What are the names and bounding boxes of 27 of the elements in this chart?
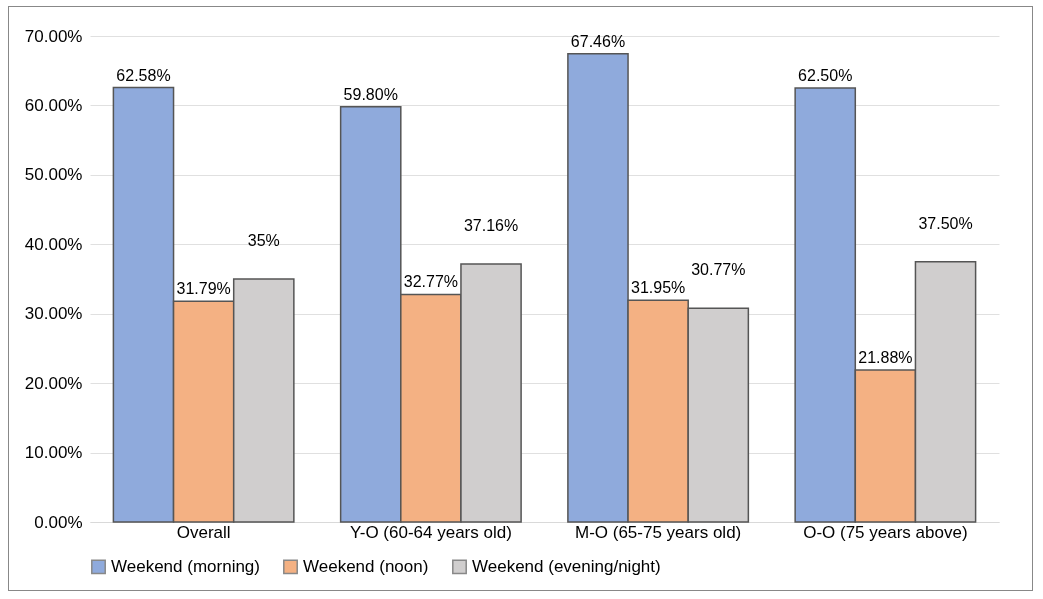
y-tick-label: 30.00% — [24, 304, 83, 324]
y-tick-label: 60.00% — [24, 95, 83, 115]
y-tick-label: 0.00% — [34, 512, 83, 532]
data-label: 35% — [247, 232, 280, 249]
x-tick-label: M-O (65-75 years old) — [574, 522, 742, 542]
y-tick-label: 50.00% — [24, 165, 83, 185]
y-tick-label: 70.00% — [24, 26, 83, 46]
x-tick-label: Y-O (60-64 years old) — [349, 522, 512, 542]
legend-label: Weekend (morning) — [111, 556, 260, 576]
legend-label: Weekend (noon) — [303, 556, 429, 576]
data-label: 67.46% — [570, 32, 626, 50]
data-label: 62.50% — [798, 67, 853, 85]
legend-label: Weekend (evening/night) — [472, 556, 661, 576]
data-label: 31.79% — [176, 280, 231, 298]
data-label: 37.50% — [918, 214, 973, 232]
data-label: 30.77% — [691, 261, 746, 279]
data-label: 31.95% — [630, 279, 686, 297]
y-tick-label: 20.00% — [24, 373, 83, 393]
data-label: 32.77% — [403, 273, 459, 291]
y-tick-label: 10.00% — [24, 443, 83, 463]
data-label: 62.58% — [116, 66, 171, 84]
x-tick-label: Overall — [176, 522, 231, 542]
y-tick-label: 40.00% — [24, 234, 83, 254]
data-label: 21.88% — [858, 349, 913, 367]
data-label: 59.80% — [343, 85, 398, 103]
x-tick-label: O-O (75 years above) — [803, 522, 968, 542]
data-label: 37.16% — [463, 217, 519, 234]
